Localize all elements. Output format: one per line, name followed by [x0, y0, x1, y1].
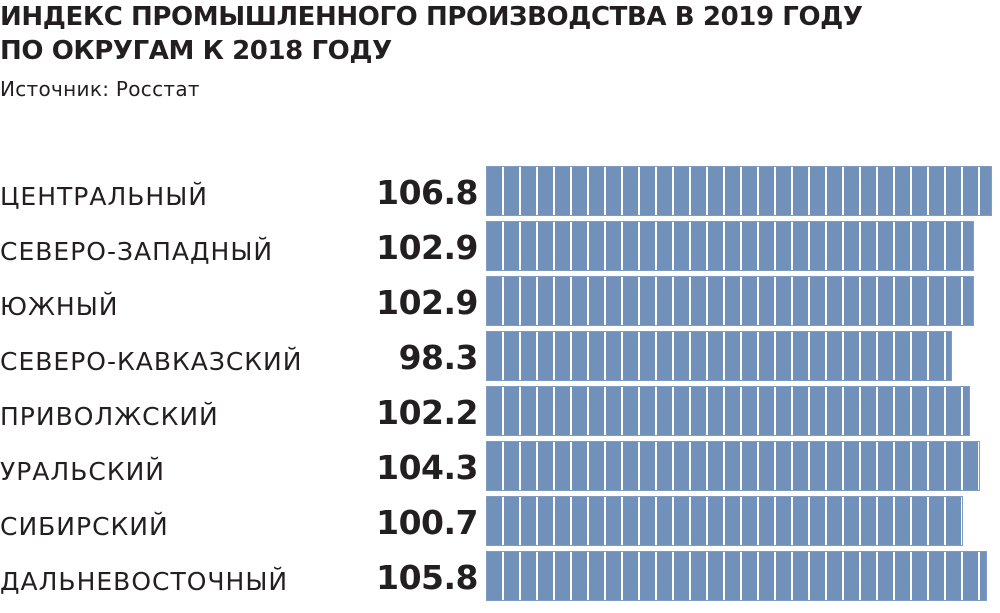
bar	[486, 221, 974, 271]
bar-row: ПРИВОЛЖСКИЙ 102.2	[0, 386, 1000, 436]
category-label: ЮЖНЫЙ	[0, 292, 119, 321]
chart-title: ИНДЕКС ПРОМЫШЛЕННОГО ПРОИЗВОДСТВА В 2019…	[0, 0, 1000, 68]
bar-row: СИБИРСКИЙ 100.7	[0, 496, 1000, 546]
bar-chart: ЦЕНТРАЛЬНЫЙ 106.8 СЕВЕРО-ЗАПАДНЫЙ 102.9 ЮЖНЫ…	[0, 166, 1000, 606]
chart-source: Источник: Росстат	[0, 77, 200, 101]
bar-row: ЮЖНЫЙ 102.9	[0, 276, 1000, 326]
bar	[486, 276, 974, 326]
value-label: 105.8	[376, 558, 478, 597]
bar-row: УРАЛЬСКИЙ 104.3	[0, 441, 1000, 491]
bar	[486, 551, 987, 601]
category-label: УРАЛЬСКИЙ	[0, 457, 165, 486]
bar-row: СЕВЕРО-КАВКАЗСКИЙ 98.3	[0, 331, 1000, 381]
category-label: СЕВЕРО-ЗАПАДНЫЙ	[0, 237, 274, 266]
chart-title-line-1: ИНДЕКС ПРОМЫШЛЕННОГО ПРОИЗВОДСТВА В 2019…	[0, 2, 863, 32]
value-label: 100.7	[376, 503, 478, 542]
value-label: 98.3	[398, 338, 479, 377]
value-label: 104.3	[376, 448, 478, 487]
value-label: 106.8	[376, 173, 478, 212]
category-label: ЦЕНТРАЛЬНЫЙ	[0, 182, 208, 211]
category-label: СИБИРСКИЙ	[0, 512, 169, 541]
value-label: 102.9	[376, 228, 478, 267]
bar	[486, 386, 970, 436]
category-label: ПРИВОЛЖСКИЙ	[0, 402, 219, 431]
bar	[486, 331, 952, 381]
value-label: 102.9	[376, 283, 478, 322]
bar	[486, 496, 963, 546]
chart-title-line-2: ПО ОКРУГАМ К 2018 ГОДУ	[0, 36, 392, 66]
category-label: СЕВЕРО-КАВКАЗСКИЙ	[0, 347, 303, 376]
bar-row: ДАЛЬНЕВОСТОЧНЫЙ 105.8	[0, 551, 1000, 601]
bar	[486, 441, 980, 491]
bar	[486, 166, 992, 216]
value-label: 102.2	[376, 393, 478, 432]
category-label: ДАЛЬНЕВОСТОЧНЫЙ	[0, 567, 289, 596]
bar-row: ЦЕНТРАЛЬНЫЙ 106.8	[0, 166, 1000, 216]
bar-row: СЕВЕРО-ЗАПАДНЫЙ 102.9	[0, 221, 1000, 271]
